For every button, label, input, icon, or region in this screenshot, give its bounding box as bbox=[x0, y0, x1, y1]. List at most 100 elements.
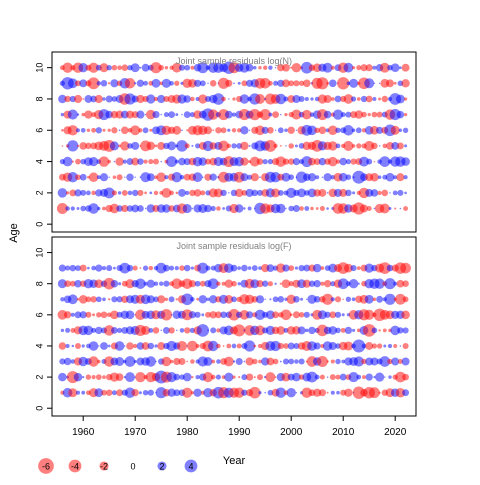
residual-bubble bbox=[268, 65, 273, 70]
residual-bubble bbox=[251, 265, 258, 272]
residual-bubble bbox=[274, 66, 277, 69]
residual-bubble bbox=[161, 356, 172, 367]
residual-bubble bbox=[314, 127, 320, 133]
residual-bubble bbox=[373, 375, 376, 379]
residual-bubble bbox=[308, 280, 316, 287]
residual-bubble bbox=[223, 356, 234, 367]
residual-bubble bbox=[233, 324, 246, 337]
residual-bubble bbox=[307, 341, 317, 351]
residual-bubble bbox=[85, 374, 92, 380]
residual-bubble bbox=[132, 265, 138, 271]
residual-bubble bbox=[392, 190, 398, 196]
residual-bubble bbox=[266, 357, 275, 366]
residual-bubble bbox=[79, 173, 87, 181]
residual-bubble bbox=[182, 372, 192, 382]
residual-bubble bbox=[324, 311, 331, 318]
residual-bubble bbox=[286, 187, 297, 198]
residual-bubble bbox=[388, 375, 392, 379]
residual-bubble bbox=[148, 327, 154, 333]
residual-bubble bbox=[126, 173, 134, 181]
residual-bubble bbox=[318, 157, 327, 166]
residual-bubble bbox=[274, 129, 277, 132]
residual-bubble bbox=[67, 140, 79, 152]
residual-bubble bbox=[214, 311, 222, 319]
residual-bubble bbox=[127, 190, 133, 196]
residual-bubble bbox=[162, 326, 170, 334]
residual-bubble bbox=[241, 374, 248, 381]
residual-bubble bbox=[403, 112, 408, 117]
residual-bubble bbox=[356, 65, 362, 71]
residual-bubble bbox=[313, 158, 321, 165]
residual-bubble bbox=[268, 80, 273, 86]
residual-bubble bbox=[100, 80, 108, 87]
residual-bubble bbox=[264, 298, 266, 301]
residual-bubble bbox=[329, 374, 336, 381]
residual-bubble bbox=[148, 265, 154, 271]
residual-bubble bbox=[341, 313, 345, 317]
residual-bubble bbox=[91, 265, 96, 271]
residual-bubble bbox=[88, 156, 99, 167]
residual-bubble bbox=[326, 192, 329, 194]
residual-bubble bbox=[204, 126, 212, 135]
residual-bubble bbox=[122, 159, 127, 164]
residual-bubble bbox=[302, 109, 312, 120]
residual-bubble bbox=[94, 279, 104, 289]
residual-bubble bbox=[383, 344, 387, 348]
residual-bubble bbox=[264, 391, 266, 394]
residual-bubble bbox=[302, 279, 311, 288]
residual-bubble bbox=[326, 376, 329, 378]
residual-bubble bbox=[174, 159, 179, 164]
residual-bubble bbox=[190, 297, 195, 302]
residual-bubble bbox=[213, 188, 223, 198]
residual-bubble bbox=[196, 297, 199, 301]
residual-bubble bbox=[298, 358, 305, 365]
residual-bubble bbox=[215, 127, 222, 134]
residual-bubble bbox=[141, 342, 150, 350]
residual-bubble bbox=[190, 391, 195, 395]
residual-bubble bbox=[243, 360, 246, 363]
residual-bubble bbox=[82, 98, 85, 100]
residual-bubble bbox=[71, 160, 74, 163]
residual-bubble bbox=[256, 158, 264, 165]
residual-bubble bbox=[372, 97, 377, 101]
residual-bubble bbox=[221, 281, 226, 286]
residual-bubble bbox=[216, 206, 221, 211]
residual-bubble bbox=[395, 371, 406, 383]
residual-bubble bbox=[163, 95, 170, 103]
residual-bubble bbox=[393, 344, 398, 348]
residual-bubble bbox=[88, 341, 99, 351]
residual-bubble bbox=[255, 325, 265, 336]
residual-bubble bbox=[402, 342, 409, 350]
residual-bubble bbox=[335, 127, 341, 133]
residual-bubble bbox=[368, 387, 380, 399]
residual-bubble bbox=[377, 190, 382, 196]
residual-bubble bbox=[121, 64, 129, 72]
residual-bubble bbox=[138, 391, 142, 395]
x-tick-label: 1980 bbox=[176, 427, 199, 438]
residual-bubble bbox=[147, 342, 155, 350]
residual-bubble bbox=[173, 357, 181, 366]
residual-bubble bbox=[282, 63, 290, 72]
residual-bubble bbox=[247, 174, 253, 180]
residual-bubble bbox=[158, 64, 164, 71]
residual-bubble bbox=[352, 386, 365, 399]
residual-bubble bbox=[170, 314, 173, 316]
residual-bubble bbox=[178, 358, 186, 365]
residual-bubble bbox=[386, 79, 394, 88]
residual-bubble bbox=[136, 79, 145, 87]
residual-bubble bbox=[310, 206, 314, 211]
residual-bubble bbox=[98, 156, 110, 167]
residual-bubble bbox=[124, 345, 126, 347]
residual-bubble bbox=[76, 298, 80, 301]
residual-bubble bbox=[160, 329, 162, 332]
residual-bubble bbox=[155, 360, 157, 363]
residual-bubble bbox=[270, 171, 281, 183]
residual-bubble bbox=[91, 375, 96, 380]
residual-bubble bbox=[297, 326, 306, 335]
residual-bubble bbox=[121, 189, 128, 196]
residual-bubble bbox=[103, 187, 115, 199]
residual-bubble bbox=[263, 65, 268, 70]
residual-bubble bbox=[257, 343, 263, 349]
residual-bubble bbox=[298, 312, 305, 318]
residual-bubble bbox=[136, 110, 145, 119]
